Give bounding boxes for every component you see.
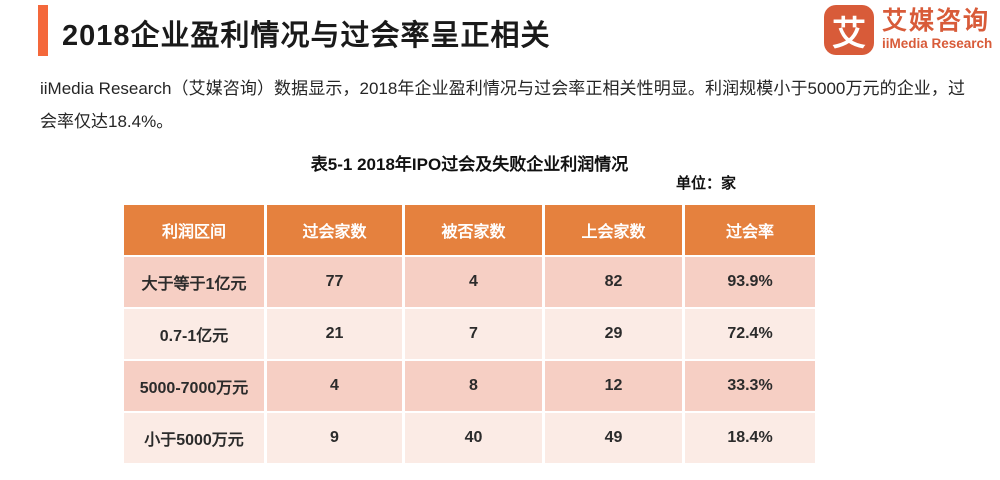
row-label: 0.7-1亿元 <box>124 309 264 359</box>
table-cell: 4 <box>405 257 542 307</box>
logo-glyph: 艾 <box>832 14 866 53</box>
column-header-2: 被否家数 <box>405 205 542 255</box>
table-cell: 18.4% <box>685 413 815 463</box>
table-cell: 8 <box>405 361 542 411</box>
table-cell: 49 <box>545 413 682 463</box>
table-cell: 9 <box>267 413 402 463</box>
intro-paragraph: iiMedia Research（艾媒咨询）数据显示，2018年企业盈利情况与过… <box>40 79 965 131</box>
row-label: 小于5000万元 <box>124 413 264 463</box>
title-accent-bar <box>38 5 48 56</box>
table-cell: 21 <box>267 309 402 359</box>
profit-table: 利润区间 过会家数 被否家数 上会家数 过会率 大于等于1亿元 77 4 82 93.9% 0.7-… <box>124 205 815 463</box>
table-cell: 40 <box>405 413 542 463</box>
brand-logo: 艾 艾媒咨询 iiMedia Research <box>824 5 992 55</box>
table-title: 表5-1 2018年IPO过会及失败企业利润情况 <box>310 155 629 174</box>
table-cell: 33.3% <box>685 361 815 411</box>
table-cell: 4 <box>267 361 402 411</box>
table-cell: 77 <box>267 257 402 307</box>
table-cell: 93.9% <box>685 257 815 307</box>
table-cell: 82 <box>545 257 682 307</box>
table-cell: 7 <box>405 309 542 359</box>
column-header-3: 上会家数 <box>545 205 682 255</box>
column-header-0: 利润区间 <box>124 205 264 255</box>
table-cell: 12 <box>545 361 682 411</box>
column-header-4: 过会率 <box>685 205 815 255</box>
brand-name-cn: 艾媒咨询 <box>882 7 991 36</box>
table-cell: 29 <box>545 309 682 359</box>
unit-label: 单位：家 <box>675 175 736 192</box>
page-title: 2018企业盈利情况与过会率呈正相关 <box>62 20 551 52</box>
column-header-1: 过会家数 <box>267 205 402 255</box>
row-label: 大于等于1亿元 <box>124 257 264 307</box>
brand-name-block: 艾媒咨询 iiMedia Research <box>882 9 992 51</box>
row-label: 5000-7000万元 <box>124 361 264 411</box>
table-cell: 72.4% <box>685 309 815 359</box>
brand-name-en: iiMedia Research <box>882 36 993 52</box>
iimedia-logo-icon: 艾 <box>824 5 874 55</box>
